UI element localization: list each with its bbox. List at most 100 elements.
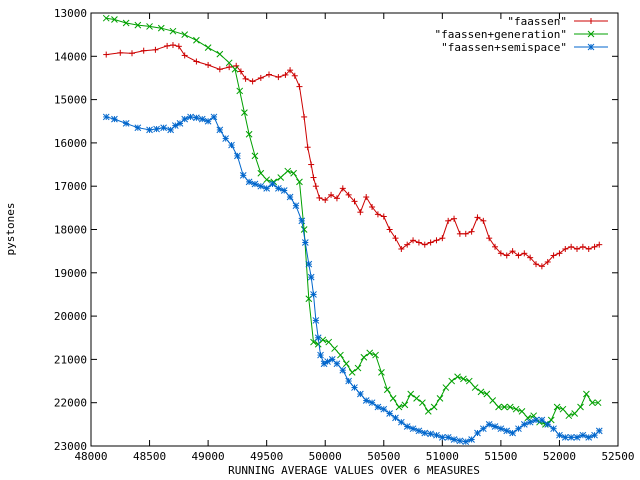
data-point — [275, 74, 282, 81]
data-point — [512, 405, 520, 413]
data-point — [456, 230, 463, 237]
data-point — [442, 384, 450, 391]
data-point — [122, 19, 130, 27]
data-point — [157, 24, 165, 32]
data-point — [577, 403, 584, 411]
data-point — [392, 235, 399, 242]
data-point — [409, 425, 417, 433]
data-point — [544, 420, 552, 428]
data-point — [439, 235, 446, 242]
data-point — [568, 243, 575, 250]
data-point — [380, 405, 388, 413]
data-point — [181, 115, 189, 123]
data-point — [117, 49, 124, 56]
data-point — [444, 433, 452, 441]
data-point — [296, 178, 303, 186]
data-point — [503, 427, 511, 435]
data-point — [362, 397, 370, 404]
data-point — [485, 420, 493, 428]
data-point — [305, 260, 313, 268]
data-point — [403, 423, 411, 430]
data-point — [567, 433, 575, 441]
data-point — [275, 185, 282, 192]
data-point — [236, 87, 244, 95]
data-point — [538, 263, 545, 270]
data-point — [454, 373, 461, 381]
data-point — [292, 202, 300, 210]
data-point — [337, 351, 344, 359]
data-point — [210, 113, 218, 121]
data-point — [421, 429, 429, 437]
series-layer — [102, 14, 603, 446]
data-point — [465, 377, 473, 385]
data-point — [491, 423, 499, 430]
data-point — [328, 191, 335, 198]
data-point — [503, 252, 510, 259]
data-point — [486, 235, 493, 242]
data-point — [468, 228, 475, 235]
data-point — [140, 47, 147, 54]
x-axis-label: RUNNING AVERAGE VALUES OVER 6 MEASURES — [228, 464, 480, 477]
data-point — [102, 14, 110, 22]
data-point — [198, 115, 206, 123]
data-point — [532, 416, 540, 424]
data-point — [111, 115, 118, 123]
data-point — [146, 23, 153, 30]
data-point — [550, 252, 557, 259]
data-point — [249, 78, 256, 85]
data-point — [333, 195, 340, 202]
data-point — [374, 403, 382, 411]
data-point — [345, 377, 352, 385]
y-tick-label: 19000 — [54, 267, 87, 280]
data-point — [398, 245, 405, 252]
y-tick-label: 21000 — [54, 353, 87, 366]
data-point — [462, 230, 469, 237]
data-point — [386, 226, 393, 233]
data-point — [468, 436, 475, 443]
data-point — [407, 390, 415, 398]
data-point — [483, 390, 491, 398]
data-point — [404, 241, 411, 248]
data-point — [585, 245, 592, 252]
data-point — [231, 65, 239, 73]
legend-label: "faassen+semispace" — [441, 41, 567, 54]
data-point — [553, 403, 561, 411]
data-point — [287, 67, 294, 74]
data-point — [497, 250, 504, 257]
series-3 — [102, 113, 603, 446]
data-point — [333, 360, 341, 368]
data-point — [538, 416, 546, 424]
data-point — [169, 42, 176, 49]
y-tick-label: 22000 — [54, 397, 87, 410]
data-point — [342, 360, 350, 368]
data-point — [298, 217, 306, 225]
data-point — [433, 431, 440, 439]
data-point — [181, 52, 188, 59]
data-point — [354, 364, 362, 372]
data-point — [322, 197, 329, 204]
data-point — [134, 124, 142, 132]
y-tick-label: 14000 — [54, 50, 87, 63]
data-point — [226, 64, 233, 71]
data-point — [193, 114, 200, 122]
data-point — [269, 180, 276, 188]
data-point — [317, 351, 324, 359]
data-point — [128, 50, 135, 57]
data-point — [263, 185, 271, 192]
data-point — [415, 239, 422, 246]
data-point — [357, 390, 364, 398]
data-point — [509, 429, 516, 437]
data-point — [363, 194, 370, 201]
data-point — [310, 174, 317, 181]
data-point — [383, 386, 391, 394]
data-point — [456, 437, 464, 445]
data-point — [239, 172, 247, 179]
series-line — [106, 116, 600, 443]
data-point — [448, 377, 456, 385]
axis-ticks: 48000 48500 49000 49500 50000 50500 51000 51500… — [54, 7, 635, 463]
data-point — [204, 44, 212, 51]
data-point — [559, 405, 567, 413]
data-point — [245, 130, 253, 138]
series-2 — [102, 14, 602, 428]
